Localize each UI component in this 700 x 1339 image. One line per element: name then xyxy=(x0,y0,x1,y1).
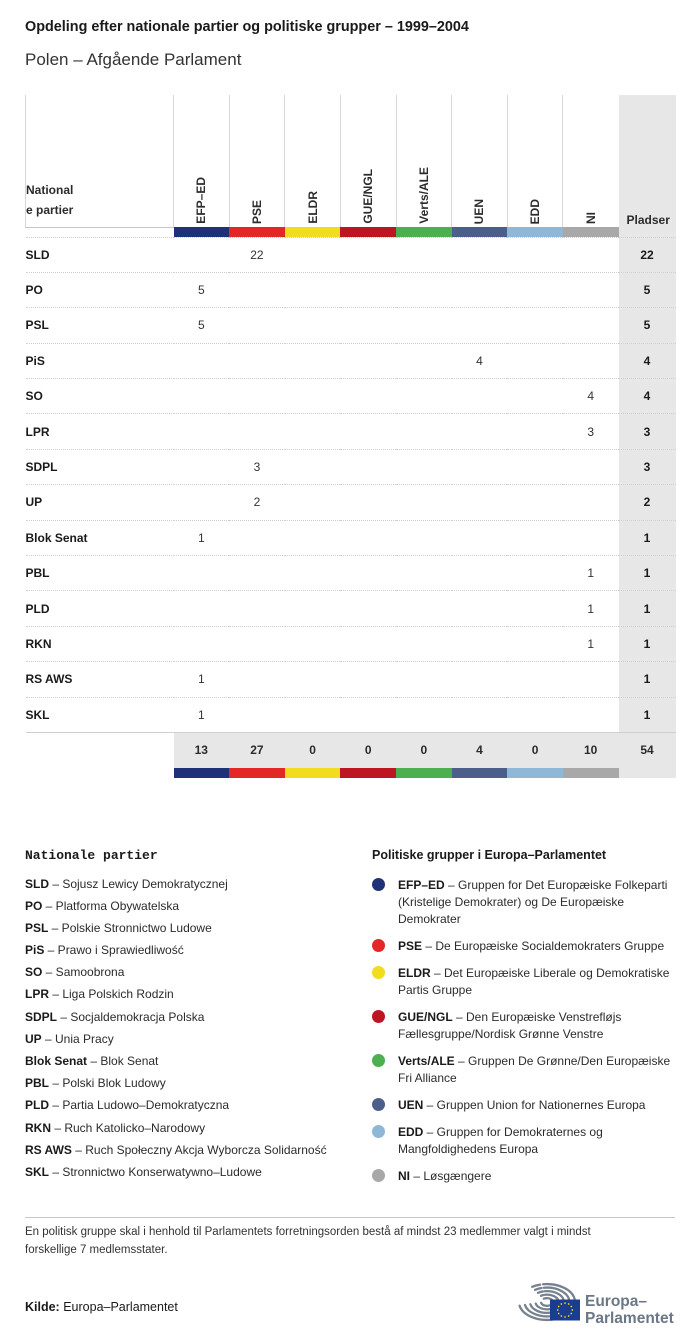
svg-text:Europa–: Europa– xyxy=(585,1293,647,1310)
svg-text:Parlamentet: Parlamentet xyxy=(585,1310,674,1327)
